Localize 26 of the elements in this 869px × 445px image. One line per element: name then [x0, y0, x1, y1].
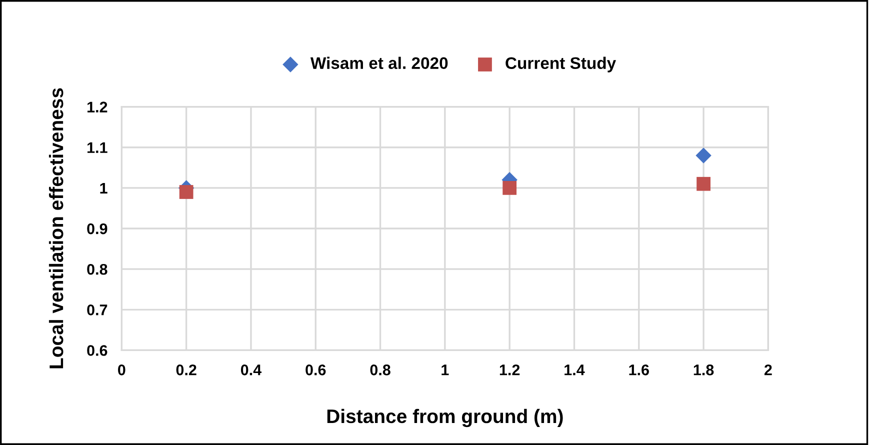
point: [696, 176, 710, 191]
legend-label: Current Study: [506, 56, 616, 72]
x-tick-label: 0.6: [306, 364, 326, 376]
x-tick-label: 0.2: [176, 364, 196, 376]
x-tick-label: 1.6: [629, 364, 649, 376]
y-axis-title: Local ventilation effectiveness: [48, 88, 64, 368]
x-tick-label: 0: [118, 364, 126, 376]
y-tick-label: 0.8: [87, 264, 108, 275]
legend-label: Wisam et al. 2020: [310, 56, 448, 70]
y-tick-label: 1.1: [87, 142, 108, 153]
point: [179, 185, 194, 199]
x-tick-label: 1: [442, 364, 449, 376]
point: [502, 180, 517, 195]
x-tick-label: 1.4: [564, 364, 585, 376]
x-tick-label: 1.2: [500, 364, 520, 376]
x-tick-label: 2: [764, 364, 772, 376]
x-tick-label: 1.8: [694, 364, 714, 376]
x-tick-label: 0.4: [240, 364, 262, 376]
y-tick-label: 0.6: [87, 345, 108, 356]
y-tick-label: 0.9: [87, 223, 108, 234]
x-tick-label: 0.8: [370, 364, 390, 376]
x-axis-title: Distance from ground (m): [327, 408, 563, 428]
y-tick-label: 0.7: [87, 304, 108, 316]
point: [696, 148, 712, 164]
y-tick-label: 1: [100, 182, 108, 194]
y-tick-label: 1.2: [87, 102, 108, 112]
